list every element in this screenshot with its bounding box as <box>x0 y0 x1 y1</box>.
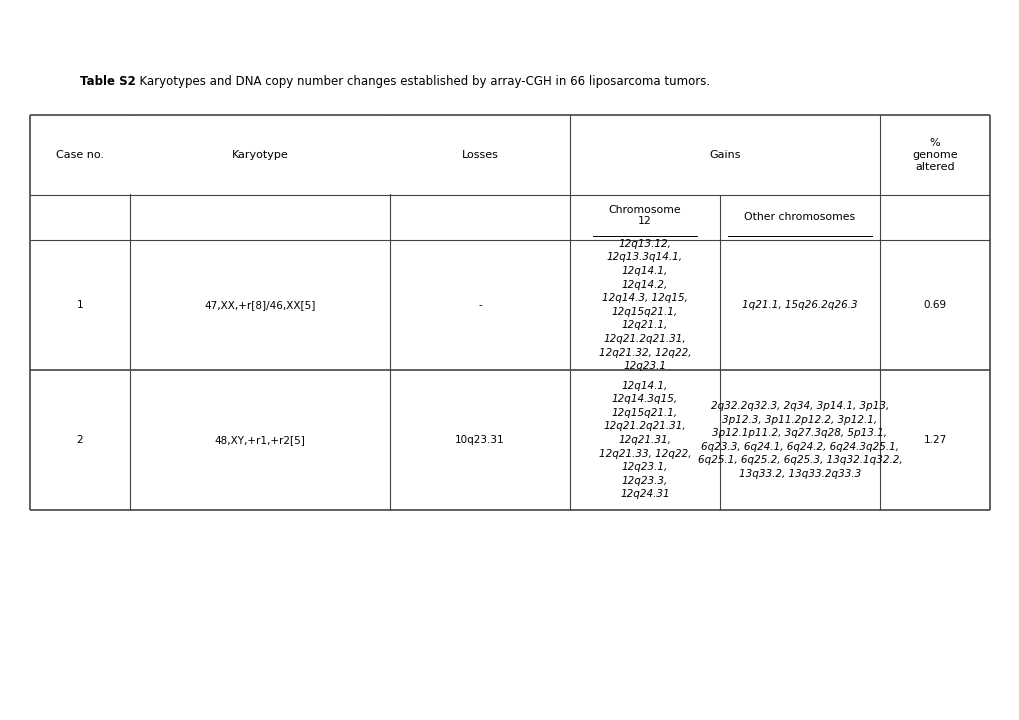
Text: Chromosome
12: Chromosome 12 <box>608 204 681 226</box>
Text: 47,XX,+r[8]/46,XX[5]: 47,XX,+r[8]/46,XX[5] <box>204 300 315 310</box>
Text: 10q23.31: 10q23.31 <box>454 435 504 445</box>
Text: . Karyotypes and DNA copy number changes established by array-CGH in 66 liposarc: . Karyotypes and DNA copy number changes… <box>131 75 709 88</box>
Text: 12q13.12,
12q13.3q14.1,
12q14.1,
12q14.2,
12q14.3, 12q15,
12q15q21.1,
12q21.1,
1: 12q13.12, 12q13.3q14.1, 12q14.1, 12q14.2… <box>598 239 691 372</box>
Text: 2q32.2q32.3, 2q34, 3p14.1, 3p13,
3p12.3, 3p11.2p12.2, 3p12.1,
3p12.1p11.2, 3q27.: 2q32.2q32.3, 2q34, 3p14.1, 3p13, 3p12.3,… <box>697 401 902 479</box>
Text: Losses: Losses <box>462 150 498 160</box>
Text: 1.27: 1.27 <box>922 435 946 445</box>
Text: 1: 1 <box>76 300 84 310</box>
Text: Table S2: Table S2 <box>79 75 136 88</box>
Text: Karyotype: Karyotype <box>231 150 288 160</box>
Text: 48,XY,+r1,+r2[5]: 48,XY,+r1,+r2[5] <box>214 435 305 445</box>
Text: -: - <box>478 300 481 310</box>
Text: 12q14.1,
12q14.3q15,
12q15q21.1,
12q21.2q21.31,
12q21.31,
12q21.33, 12q22,
12q23: 12q14.1, 12q14.3q15, 12q15q21.1, 12q21.2… <box>598 381 691 500</box>
Text: Gains: Gains <box>708 150 740 160</box>
Text: Case no.: Case no. <box>56 150 104 160</box>
Text: 1q21.1, 15q26.2q26.3: 1q21.1, 15q26.2q26.3 <box>742 300 857 310</box>
Text: 0.69: 0.69 <box>922 300 946 310</box>
Text: Other chromosomes: Other chromosomes <box>744 212 855 222</box>
Text: 2: 2 <box>76 435 84 445</box>
Text: %
genome
altered: % genome altered <box>911 138 957 172</box>
